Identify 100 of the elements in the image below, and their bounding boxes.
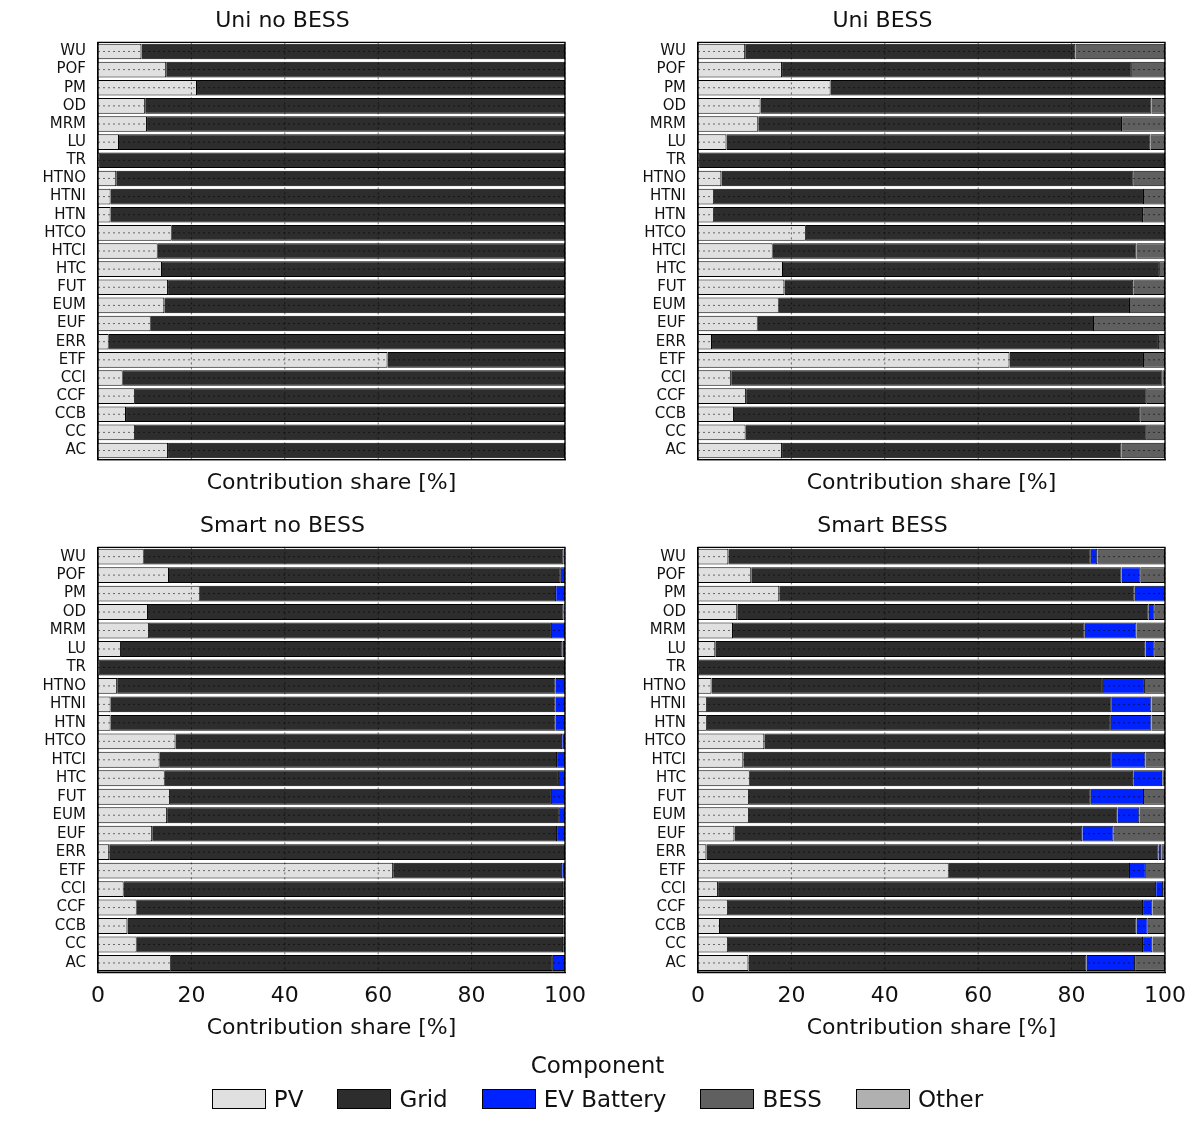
y-tick-label: HTNI [649, 694, 686, 713]
x-tick-label: 40 [870, 982, 899, 1008]
chart-title: Uni BESS [832, 6, 933, 32]
y-tick-label: HTCI [51, 240, 86, 259]
y-tick-label: HTN [54, 204, 86, 223]
x-tick-label: 0 [91, 982, 105, 1008]
y-tick-label: MRM [649, 113, 686, 132]
legend-title: Component [529, 1052, 666, 1078]
x-tick-label: 20 [777, 982, 806, 1008]
y-tick-label: HTNI [49, 694, 86, 713]
y-tick-label: HTC [655, 768, 686, 787]
x-axis-title: Contribution share [%] [806, 468, 1057, 494]
y-tick-label: CCI [60, 878, 86, 897]
y-tick-label: ERR [655, 842, 686, 861]
y-tick-label: HTNO [42, 168, 86, 187]
y-tick-label: CC [65, 934, 86, 953]
y-tick-label: HTC [55, 768, 86, 787]
x-tick-label: 0 [691, 982, 705, 1008]
y-tick-label: OD [62, 601, 86, 620]
legend-label: BESS [762, 1086, 822, 1112]
y-tick-label: ERR [55, 331, 86, 350]
y-tick-label: MRM [49, 113, 86, 132]
y-tick-label: TR [665, 657, 686, 676]
y-tick-label: ERR [655, 331, 686, 350]
y-tick-label: HTNO [642, 675, 686, 694]
y-tick-label: LU [67, 132, 86, 151]
y-tick-label: EUM [52, 805, 86, 824]
y-tick-label: HTNO [42, 675, 86, 694]
y-tick-label: WU [660, 41, 686, 60]
y-tick-label: AC [665, 952, 686, 971]
y-tick-label: EUM [652, 295, 686, 314]
y-tick-label: PM [64, 583, 86, 602]
y-tick-label: HTCI [51, 749, 86, 768]
x-tick-label: 80 [1057, 982, 1086, 1008]
y-tick-label: ETF [58, 860, 86, 879]
y-tick-label: OD [662, 601, 686, 620]
y-tick-label: CCF [656, 897, 686, 916]
y-tick-label: CC [665, 422, 686, 441]
y-tick-label: EUF [656, 823, 686, 842]
legend-label: PV [273, 1086, 304, 1112]
legend-label: Grid [399, 1086, 448, 1112]
y-tick-label: EUF [656, 313, 686, 332]
y-tick-label: ETF [658, 349, 686, 368]
y-tick-label: HTN [654, 712, 686, 731]
y-tick-label: ETF [658, 860, 686, 879]
x-axis-title: Contribution share [%] [206, 468, 457, 494]
y-tick-label: FUT [657, 277, 687, 296]
y-tick-label: MRM [49, 620, 86, 639]
y-tick-label: LU [667, 132, 686, 151]
y-tick-label: PM [64, 77, 86, 96]
x-tick-label: 100 [544, 982, 586, 1008]
y-tick-label: CC [665, 934, 686, 953]
y-tick-label: TR [65, 657, 86, 676]
x-tick-label: 20 [177, 982, 206, 1008]
y-tick-label: OD [62, 95, 86, 114]
y-tick-label: WU [660, 546, 686, 565]
y-tick-label: HTCO [644, 222, 686, 241]
legend-label: EV Battery [543, 1086, 667, 1112]
y-tick-label: HTN [654, 204, 686, 223]
x-tick-label: 100 [1144, 982, 1186, 1008]
y-tick-label: HTCI [651, 240, 686, 259]
y-tick-label: FUT [57, 277, 87, 296]
y-tick-label: EUF [56, 823, 86, 842]
legend-label: Other [917, 1086, 984, 1112]
y-tick-label: CCI [660, 878, 686, 897]
y-tick-label: EUF [56, 313, 86, 332]
chart-title: Uni no BESS [215, 6, 350, 32]
y-tick-label: AC [65, 440, 86, 459]
y-tick-label: PM [664, 77, 686, 96]
y-tick-label: POF [56, 59, 86, 78]
y-tick-label: HTC [55, 259, 86, 278]
x-tick-label: 80 [457, 982, 486, 1008]
y-tick-label: HTC [655, 259, 686, 278]
y-tick-label: POF [56, 564, 86, 583]
y-tick-label: EUM [52, 295, 86, 314]
y-tick-label: HTCI [651, 749, 686, 768]
y-tick-label: HTCO [44, 222, 86, 241]
y-tick-label: EUM [652, 805, 686, 824]
y-tick-label: TR [65, 150, 86, 169]
chart-title: Smart no BESS [200, 511, 365, 537]
y-tick-label: CCI [60, 367, 86, 386]
y-tick-label: FUT [657, 786, 687, 805]
y-tick-label: HTNO [642, 168, 686, 187]
y-tick-label: CCF [656, 386, 686, 404]
y-tick-label: WU [60, 546, 86, 565]
y-tick-label: POF [656, 564, 686, 583]
y-tick-label: CCB [654, 404, 686, 423]
y-tick-label: CCI [660, 367, 686, 386]
y-tick-label: TR [665, 150, 686, 169]
y-tick-label: CCF [56, 386, 86, 404]
x-tick-label: 60 [964, 982, 993, 1008]
y-tick-label: HTCO [44, 731, 86, 750]
y-tick-label: CCB [654, 915, 686, 934]
y-tick-label: HTNI [649, 186, 686, 205]
y-tick-label: AC [65, 952, 86, 971]
y-tick-label: MRM [649, 620, 686, 639]
x-tick-label: 60 [364, 982, 393, 1008]
y-tick-label: LU [67, 638, 86, 657]
y-tick-label: FUT [57, 786, 87, 805]
x-axis-title: Contribution share [%] [806, 1013, 1057, 1039]
